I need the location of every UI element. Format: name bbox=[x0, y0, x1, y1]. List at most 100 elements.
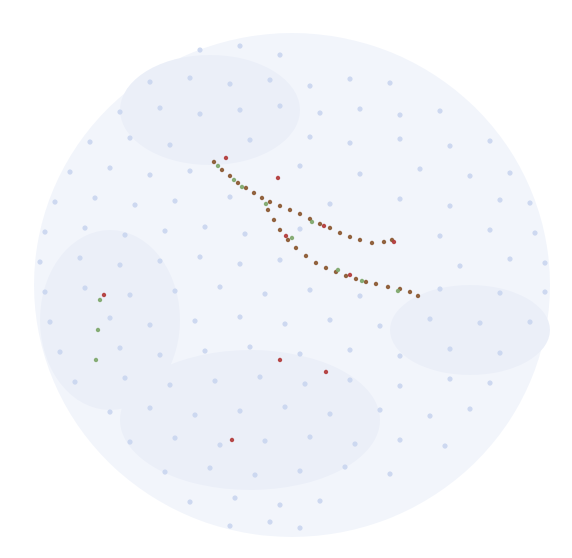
point bbox=[497, 197, 503, 203]
point bbox=[303, 253, 309, 259]
point bbox=[369, 240, 375, 246]
point bbox=[327, 317, 333, 323]
point bbox=[242, 231, 248, 237]
point bbox=[72, 379, 78, 385]
point bbox=[359, 278, 365, 284]
point bbox=[397, 383, 403, 389]
point bbox=[287, 207, 293, 213]
point bbox=[147, 172, 153, 178]
point bbox=[442, 443, 448, 449]
point bbox=[342, 464, 348, 470]
point bbox=[275, 175, 281, 181]
point bbox=[167, 142, 173, 148]
point bbox=[232, 495, 238, 501]
point bbox=[347, 234, 353, 240]
point bbox=[265, 207, 271, 213]
point bbox=[271, 217, 277, 223]
point bbox=[487, 380, 493, 386]
point bbox=[127, 439, 133, 445]
point bbox=[239, 184, 245, 190]
point bbox=[87, 139, 93, 145]
point bbox=[302, 381, 308, 387]
point bbox=[192, 318, 198, 324]
point bbox=[427, 316, 433, 322]
point bbox=[437, 108, 443, 114]
point bbox=[497, 290, 503, 296]
point bbox=[417, 166, 423, 172]
point bbox=[167, 382, 173, 388]
point bbox=[497, 350, 503, 356]
point bbox=[92, 195, 98, 201]
point bbox=[267, 199, 273, 205]
point bbox=[107, 165, 113, 171]
point bbox=[323, 369, 329, 375]
point bbox=[237, 261, 243, 267]
point bbox=[172, 288, 178, 294]
point bbox=[507, 170, 513, 176]
point bbox=[117, 262, 123, 268]
point bbox=[343, 273, 349, 279]
point bbox=[202, 224, 208, 230]
point bbox=[532, 230, 538, 236]
point bbox=[197, 47, 203, 53]
point bbox=[282, 321, 288, 327]
point bbox=[297, 163, 303, 169]
point bbox=[231, 177, 237, 183]
point bbox=[282, 404, 288, 410]
point bbox=[262, 291, 268, 297]
point bbox=[337, 230, 343, 236]
point bbox=[82, 285, 88, 291]
point bbox=[277, 502, 283, 508]
point bbox=[277, 257, 283, 263]
point bbox=[347, 140, 353, 146]
point bbox=[317, 221, 323, 227]
point bbox=[277, 52, 283, 58]
point bbox=[211, 159, 217, 165]
point bbox=[357, 171, 363, 177]
point bbox=[117, 345, 123, 351]
point bbox=[187, 75, 193, 81]
point bbox=[162, 228, 168, 234]
point bbox=[415, 293, 421, 299]
point bbox=[397, 437, 403, 443]
point bbox=[147, 322, 153, 328]
point bbox=[447, 376, 453, 382]
point bbox=[67, 169, 73, 175]
point bbox=[327, 411, 333, 417]
point bbox=[107, 409, 113, 415]
point bbox=[227, 173, 233, 179]
point bbox=[42, 229, 48, 235]
point bbox=[251, 190, 257, 196]
point bbox=[257, 374, 263, 380]
point bbox=[317, 498, 323, 504]
point bbox=[373, 281, 379, 287]
point bbox=[507, 256, 513, 262]
point bbox=[313, 260, 319, 266]
cloud-dense bbox=[120, 55, 300, 165]
point bbox=[447, 346, 453, 352]
point bbox=[267, 77, 273, 83]
point bbox=[101, 292, 107, 298]
point bbox=[542, 289, 548, 295]
point bbox=[357, 293, 363, 299]
point bbox=[227, 81, 233, 87]
point bbox=[297, 211, 303, 217]
point bbox=[237, 314, 243, 320]
point bbox=[217, 284, 223, 290]
point bbox=[397, 196, 403, 202]
point bbox=[57, 349, 63, 355]
point bbox=[215, 163, 221, 169]
point bbox=[263, 201, 269, 207]
point bbox=[52, 199, 58, 205]
point bbox=[467, 406, 473, 412]
point bbox=[127, 292, 133, 298]
point bbox=[267, 519, 273, 525]
point bbox=[157, 105, 163, 111]
point bbox=[277, 357, 283, 363]
point bbox=[357, 237, 363, 243]
point bbox=[391, 239, 397, 245]
point bbox=[157, 352, 163, 358]
point bbox=[335, 267, 341, 273]
point bbox=[117, 109, 123, 115]
